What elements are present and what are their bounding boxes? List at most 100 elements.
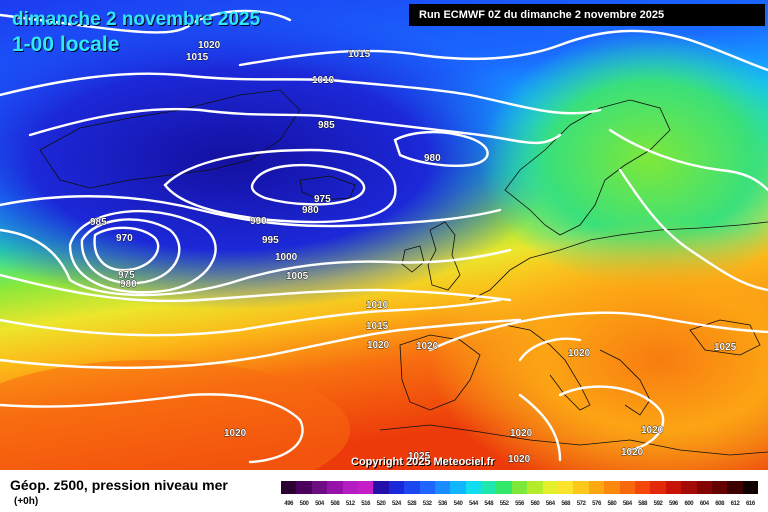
date-title: dimanche 2 novembre 2025 [12, 9, 261, 30]
isobar-label: 985 [90, 217, 107, 228]
color-scale-value: 608 [715, 501, 725, 507]
isobar-label: 985 [318, 120, 335, 131]
color-scale-value: 576 [592, 501, 601, 507]
isobar-label: 980 [302, 205, 319, 216]
color-scale-value: 520 [376, 501, 386, 507]
ridge-mediterranean [430, 220, 768, 470]
color-scale-swatch [327, 481, 343, 494]
isobar-label: 1020 [510, 428, 533, 439]
color-scale-value: 512 [345, 501, 355, 507]
color-scale-swatch [481, 481, 497, 494]
isobar-label: 1020 [367, 340, 390, 351]
isobar-label: 1010 [366, 300, 389, 311]
color-scale-value: 504 [315, 501, 324, 507]
color-scale [281, 481, 759, 494]
copyright-text: Copyright 2025 Meteociel.fr [351, 456, 495, 468]
color-scale-value: 532 [422, 501, 432, 507]
isobar-label: 995 [262, 235, 279, 246]
local-time-title: 1-00 locale [12, 33, 120, 56]
color-scale-value: 588 [638, 501, 648, 507]
color-scale-swatch [281, 481, 297, 494]
ridge-atlantic [0, 360, 350, 470]
isobar-label: 980 [424, 153, 441, 164]
color-scale-value: 544 [468, 501, 478, 507]
color-scale-swatch [311, 481, 328, 494]
color-scale-swatch [727, 481, 743, 494]
color-scale-value: 556 [515, 501, 524, 507]
isobar-label: 1020 [416, 341, 439, 352]
color-scale-swatch [511, 481, 528, 494]
color-scale-value: 540 [453, 501, 463, 507]
color-scale-value: 564 [545, 501, 555, 507]
color-scale-value: 604 [699, 501, 709, 507]
isobar-label: 1005 [286, 271, 309, 282]
color-scale-value: 536 [438, 501, 447, 507]
isobar-label: 1025 [408, 451, 431, 462]
isobar-labels: 1020 1015 1015 1010 985 980 975 980 985 … [90, 40, 737, 466]
isobar-label: 1020 [641, 425, 664, 436]
color-scale-value: 568 [561, 501, 571, 507]
color-scale-value: 508 [330, 501, 340, 507]
color-scale-value: 496 [284, 501, 294, 507]
color-scale-labels: 496 500 504 508 512 516 520 524 528 532 536 540 544 5… [281, 501, 758, 507]
color-scale-swatch [588, 481, 605, 494]
color-scale-swatch [296, 481, 312, 494]
isobar-label: 970 [116, 233, 133, 244]
color-scale-swatch [696, 481, 712, 494]
color-scale-value: 596 [669, 501, 678, 507]
color-scale-swatch [604, 481, 620, 494]
color-scale-swatch [711, 481, 728, 494]
color-scale-swatch [558, 481, 574, 494]
color-scale-swatch [388, 481, 405, 494]
color-scale-value: 600 [684, 501, 694, 507]
isobar-label: 1015 [186, 52, 209, 63]
isobar-label: 1020 [198, 40, 221, 51]
isobars [0, 9, 768, 464]
forecast-step-label: (+0h) [14, 496, 39, 507]
color-scale-swatch [634, 481, 651, 494]
color-scale-value: 584 [622, 501, 632, 507]
color-scale-swatch [650, 481, 666, 494]
color-scale-swatch [619, 481, 635, 494]
color-scale-value: 616 [746, 501, 755, 507]
isobar-label: 1020 [224, 428, 247, 439]
color-scale-value: 612 [730, 501, 740, 507]
isobar-label: 1010 [312, 75, 335, 86]
color-scale-value: 580 [607, 501, 617, 507]
color-scale-swatch [742, 481, 759, 494]
color-scale-value: 528 [407, 501, 417, 507]
isobar-label: 990 [250, 216, 267, 227]
run-info-banner: Run ECMWF 0Z du dimanche 2 novembre 2025 [409, 4, 765, 26]
color-scale-swatch [373, 481, 389, 494]
isobar-label: 1000 [275, 252, 298, 263]
color-scale-swatch [357, 481, 374, 494]
isobar-label: 1015 [366, 321, 389, 332]
color-scale-swatch [404, 481, 420, 494]
isobar-label: 1020 [508, 454, 531, 465]
forecast-map: 1020 1015 1015 1010 985 980 975 980 985 … [0, 0, 768, 470]
color-scale-swatch [342, 481, 358, 494]
isobar-label: 975 [314, 194, 331, 205]
trough-core [0, 10, 560, 310]
isobar-label: 1025 [714, 342, 737, 353]
color-scale-value: 516 [361, 501, 371, 507]
color-scale-swatch [465, 481, 482, 494]
isobar-label: 980 [120, 279, 137, 290]
isobar-label: 1020 [621, 447, 644, 458]
color-scale-value: 500 [299, 501, 309, 507]
color-scale-value: 572 [576, 501, 586, 507]
color-scale-value: 552 [499, 501, 509, 507]
color-scale-swatch [419, 481, 435, 494]
color-scale-value: 524 [392, 501, 401, 507]
coastlines [39, 89, 768, 456]
color-scale-value: 592 [653, 501, 663, 507]
parameter-label: Géop. z500, pression niveau mer [10, 477, 228, 493]
color-scale-swatch [681, 481, 697, 494]
color-scale-swatch [573, 481, 589, 494]
color-scale-swatch [527, 481, 543, 494]
color-scale-swatch [542, 481, 559, 494]
color-scale-swatch [496, 481, 512, 494]
color-scale-swatch [434, 481, 451, 494]
isobar-label: 1015 [348, 49, 371, 60]
